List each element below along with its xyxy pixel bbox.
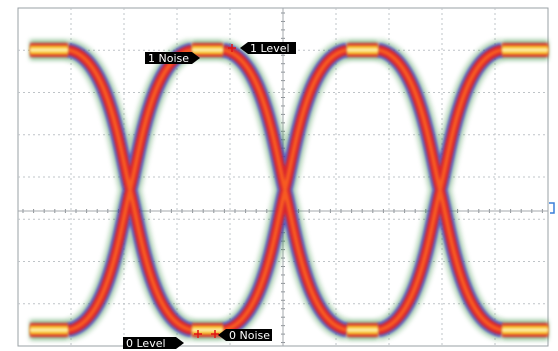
annotation-1-noise-tag	[145, 52, 200, 64]
annotation-0-level-tag	[123, 337, 184, 349]
rail-density-peak	[30, 48, 548, 332]
ground-reference-icon	[549, 202, 555, 214]
signal-traces	[30, 39, 548, 341]
annotation-1-noise-label: 1 Noise	[148, 52, 189, 65]
annotation-1-level-tag	[240, 42, 296, 54]
annotation-1-level-label: 1 Level	[250, 42, 290, 55]
annotation-0-level: 0 Level	[123, 337, 184, 350]
annotation-0-noise: 0 Noise	[218, 329, 272, 342]
annotation-1-noise: 1 Noise	[145, 52, 200, 65]
annotation-0-noise-tag	[218, 329, 272, 341]
annotation-0-level-label: 0 Level	[126, 337, 166, 350]
annotation-0-noise-label: 0 Noise	[229, 329, 270, 342]
edge-density-high	[67, 48, 503, 332]
annotation-1-level: 1 Level	[240, 42, 296, 55]
